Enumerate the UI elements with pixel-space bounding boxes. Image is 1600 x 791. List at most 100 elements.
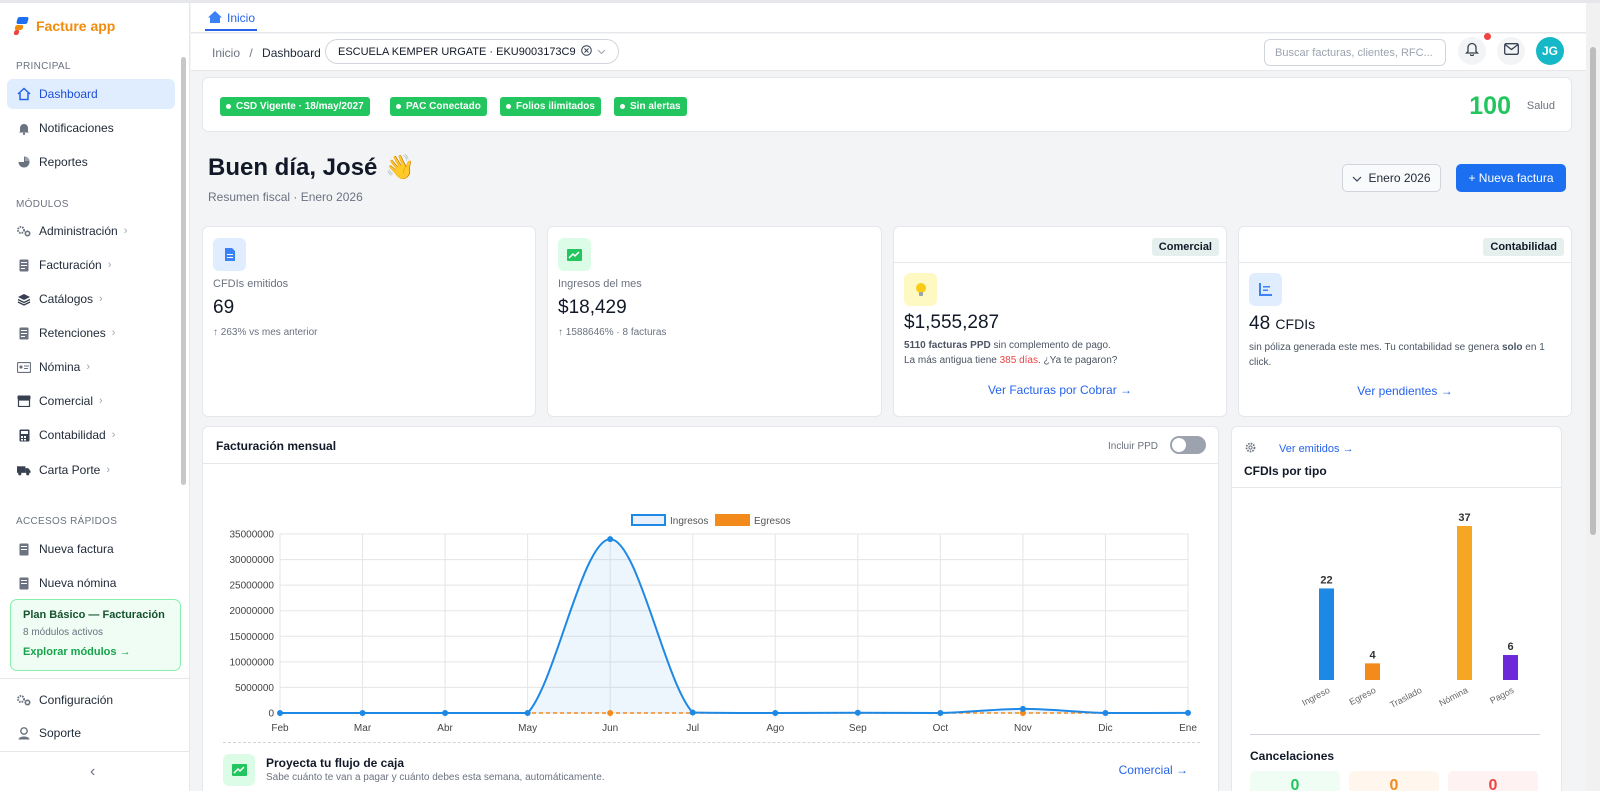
sidebar-scrollbar[interactable]: [181, 57, 186, 485]
clear-icon[interactable]: [580, 44, 592, 59]
contabilidad-text-pre: sin póliza generada este mes. Tu contabi…: [1249, 342, 1502, 353]
collapse-sidebar-icon[interactable]: ‹: [90, 763, 96, 780]
trend-up-icon: [558, 238, 591, 271]
cfdi-types-bar-chart: 22 Ingreso 4 Egreso Traslado 37 Nómina 6 Pagos: [1300, 512, 1518, 710]
mail-icon: [1503, 42, 1519, 60]
kpi-label: Ingresos del mes: [558, 278, 642, 290]
sidebar-item-dashboard[interactable]: Dashboard: [7, 79, 175, 109]
store-icon: [17, 394, 31, 408]
bar-value-label: 22: [1320, 574, 1332, 586]
scrollbar-thumb[interactable]: [1590, 47, 1596, 535]
sidebar-item-carta-porte[interactable]: Carta Porte ›: [7, 455, 175, 485]
greeting-title: Buen día, José: [208, 153, 378, 181]
tab-inicio[interactable]: Inicio: [205, 7, 258, 31]
types-title: CFDIs por tipo: [1244, 464, 1327, 478]
series-area-ingresos: [280, 539, 1188, 713]
avatar[interactable]: JG: [1536, 37, 1564, 65]
plan-title: Plan Básico — Facturación: [23, 609, 165, 621]
breadcrumb-root[interactable]: Inicio: [212, 46, 241, 60]
chevron-right-icon: ›: [111, 429, 116, 441]
invoice-icon: [17, 258, 31, 272]
sidebar-item-label: Carta Porte: [39, 463, 101, 477]
document-icon: [213, 238, 246, 271]
sidebar-item-contabilidad[interactable]: Contabilidad ›: [7, 420, 175, 450]
ver-facturas-por-cobrar-link[interactable]: Ver Facturas por Cobrar →: [987, 383, 1133, 397]
gears-icon: [17, 224, 31, 238]
pie-chart-icon: [17, 155, 31, 169]
month-selector[interactable]: Enero 2026: [1342, 164, 1441, 192]
sidebar-item-retenciones[interactable]: Retenciones ›: [7, 318, 175, 348]
chevron-right-icon: ›: [86, 361, 91, 373]
kpi-card-comercial: Comercial $1,555,287 5110 facturas PPD s…: [893, 226, 1227, 417]
bar-value-label: 4: [1369, 649, 1376, 661]
sidebar-item-nueva-factura[interactable]: Nueva factura: [7, 534, 175, 564]
home-icon: [17, 87, 31, 101]
sidebar-item-comercial[interactable]: Comercial ›: [7, 386, 175, 416]
point-ingresos: [359, 710, 366, 716]
section-principal: PRINCIPAL: [16, 61, 71, 72]
chevron-down-icon: [597, 46, 606, 58]
sidebar-item-catalogos[interactable]: Catálogos ›: [7, 284, 175, 314]
sidebar-item-configuracion[interactable]: Configuración: [7, 685, 175, 715]
sidebar-item-nomina[interactable]: Nómina ›: [7, 352, 175, 382]
sidebar-item-label: Nómina: [39, 360, 81, 374]
sidebar-item-label: Retenciones: [39, 326, 106, 340]
settings-icon[interactable]: [1244, 441, 1257, 459]
point-ingresos: [937, 710, 944, 716]
y-tick-label: 20000000: [230, 606, 275, 617]
point-ingresos: [1019, 705, 1026, 712]
card-divider: [223, 742, 1200, 743]
x-tick-label: Feb: [271, 723, 289, 734]
cancel-stat-ok: 0: [1250, 771, 1340, 791]
search-input[interactable]: Buscar facturas, clientes, RFC...: [1264, 39, 1446, 66]
explore-modules-link[interactable]: Explorar módulos →: [23, 646, 131, 658]
comercial-link[interactable]: Comercial →: [1118, 763, 1188, 777]
status-badge-csd: CSD Vigente · 18/may/2027: [220, 97, 370, 116]
layers-icon: [17, 292, 31, 306]
sidebar-item-label: Dashboard: [39, 87, 98, 101]
point-ingresos: [854, 709, 861, 716]
notifications-button[interactable]: [1458, 37, 1486, 65]
sidebar-item-notificaciones[interactable]: Notificaciones: [7, 113, 175, 143]
bar-category-label: Pagos: [1488, 685, 1516, 706]
contabilidad-pill: Contabilidad: [1483, 238, 1564, 256]
sidebar-item-facturacion[interactable]: Facturación ›: [7, 250, 175, 280]
comercial-text-rest: sin complemento de pago.: [990, 340, 1111, 351]
wave-icon: 👋: [385, 154, 416, 181]
app-logo[interactable]: Facture app: [13, 17, 116, 35]
cancel-title: Cancelaciones: [1250, 749, 1335, 763]
include-ppd-toggle[interactable]: [1170, 436, 1206, 454]
bar-value-label: 37: [1458, 512, 1470, 524]
ver-pendientes-link[interactable]: Ver pendientes →: [1357, 384, 1453, 398]
comercial-text: 5110 facturas PPD sin complemento de pag…: [904, 338, 1219, 368]
section-modulos: MÓDULOS: [16, 199, 69, 210]
legend-swatch-egresos: [715, 514, 750, 526]
point-egresos: [607, 710, 614, 716]
sidebar-item-soporte[interactable]: Soporte: [7, 718, 175, 748]
home-icon: [207, 10, 223, 27]
app-name: Facture app: [36, 18, 116, 34]
document-icon: [17, 326, 31, 340]
new-invoice-button[interactable]: + Nueva factura: [1456, 164, 1566, 192]
bar-nómina: [1457, 526, 1472, 680]
bar-value-label: 6: [1507, 641, 1513, 653]
sidebar-item-reportes[interactable]: Reportes: [7, 147, 175, 177]
page-scrollbar[interactable]: [1586, 3, 1600, 791]
sidebar-item-label: Notificaciones: [39, 121, 114, 135]
ver-emitidos-link[interactable]: Ver emitidos →: [1279, 443, 1354, 455]
sidebar-item-label: Nueva factura: [39, 542, 114, 556]
chevron-right-icon: ›: [107, 259, 112, 271]
messages-button[interactable]: [1497, 37, 1525, 65]
sidebar-item-nueva-nomina[interactable]: Nueva nómina: [7, 568, 175, 598]
x-tick-label: May: [518, 723, 537, 734]
bar-category-label: Nómina: [1437, 685, 1469, 708]
calculator-icon: [17, 428, 31, 442]
ppd-count: 5110 facturas PPD: [904, 340, 991, 351]
contabilidad-text-bold: solo: [1501, 342, 1523, 353]
x-tick-label: Jun: [602, 723, 618, 734]
sidebar-item-administracion[interactable]: Administración ›: [7, 216, 175, 246]
card-divider: [1250, 734, 1540, 735]
company-selector[interactable]: ESCUELA KEMPER URGATE · EKU9003173C9: [325, 39, 619, 64]
section-accesos-rapidos: ACCESOS RÁPIDOS: [16, 516, 118, 527]
